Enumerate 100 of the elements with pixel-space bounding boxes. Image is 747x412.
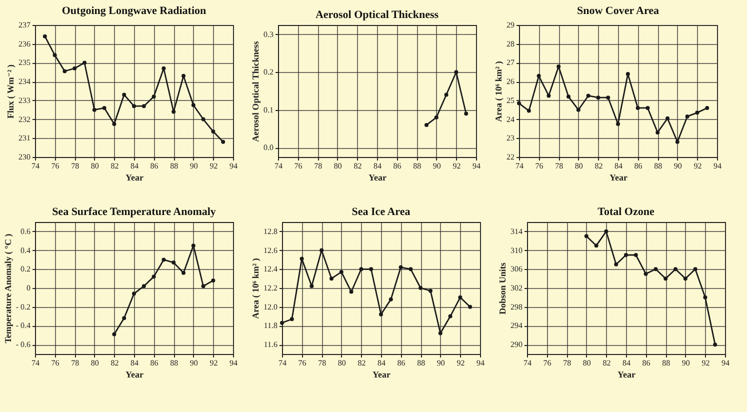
y-tick-label: 290 [510, 340, 522, 350]
x-tick-label: 78 [71, 162, 80, 170]
y-tick-label: 27 [506, 58, 514, 68]
x-tick-label: 94 [714, 162, 722, 170]
point [675, 140, 680, 144]
point [82, 60, 86, 65]
y-tick-label: 298 [510, 302, 522, 312]
x-tick-label: 84 [374, 162, 382, 170]
y-tick-label: 0.4 [20, 246, 30, 255]
point [666, 116, 670, 120]
point [172, 260, 176, 265]
point [685, 114, 690, 118]
x-tick-label: 92 [210, 162, 218, 170]
x-axis-title: Year [126, 172, 144, 182]
point [132, 104, 136, 108]
x-tick-label: 88 [654, 162, 662, 170]
x-tick-label: 82 [358, 358, 366, 368]
x-tick-label: 76 [543, 358, 552, 368]
point [398, 265, 403, 270]
x-tick-label: 94 [722, 358, 730, 368]
point [674, 267, 678, 272]
point [517, 101, 521, 106]
y-tick-label: 12.6 [264, 246, 278, 255]
x-tick-label: 84 [378, 358, 386, 368]
y-axis-title: Temperature Anomaly ( °C ) [2, 234, 13, 344]
y-tick-label: 25 [506, 96, 514, 105]
x-tick-label: 76 [51, 358, 60, 368]
x-tick-label: 94 [472, 162, 480, 170]
point [369, 267, 374, 272]
x-tick-label: 78 [314, 162, 322, 170]
point [536, 74, 541, 78]
y-tick-label: 12.0 [264, 302, 278, 312]
point [424, 122, 428, 127]
x-tick-label: 86 [150, 162, 158, 170]
x-tick-label: 76 [294, 162, 302, 170]
x-tick-label: 76 [535, 162, 544, 170]
point [448, 314, 452, 318]
point [584, 234, 588, 238]
y-axis-title: Area ( 10⁶ km² ) [250, 258, 260, 319]
x-tick-label: 90 [432, 162, 441, 170]
x-tick-label: 74 [516, 162, 524, 170]
point [142, 284, 146, 288]
y-axis-title: Flux ( Wm⁻² ) [6, 64, 16, 119]
point [162, 258, 166, 262]
point [72, 66, 77, 70]
point [112, 332, 116, 336]
point [359, 267, 364, 272]
x-axis-title: Year [126, 370, 144, 380]
y-tick-label: 0.3 [264, 30, 274, 39]
x-tick-label: 88 [413, 162, 422, 170]
point [454, 70, 458, 74]
point [546, 94, 551, 98]
point [644, 272, 648, 276]
point [713, 342, 718, 347]
y-tick-label: 0.1 [264, 105, 274, 114]
point [52, 53, 57, 58]
point [444, 92, 448, 97]
y-tick-label: - 0.4 [16, 321, 30, 330]
x-tick-label: 86 [642, 358, 650, 368]
chart-title: Sea Ice Area [352, 206, 411, 218]
point [458, 295, 462, 300]
x-tick-label: 86 [397, 358, 406, 368]
x-tick-label: 90 [190, 162, 198, 170]
y-tick-label: 230 [18, 152, 30, 162]
point [634, 253, 638, 257]
point [211, 130, 216, 134]
point [434, 115, 438, 120]
y-tick-label: 11.8 [264, 321, 278, 330]
point [705, 106, 710, 110]
x-tick-label: 90 [682, 358, 690, 368]
point [464, 112, 468, 116]
x-tick-label: 88 [170, 358, 178, 368]
x-axis-title: Year [618, 370, 636, 380]
x-tick-label: 74 [32, 162, 40, 170]
point [142, 104, 146, 108]
point [654, 267, 658, 272]
point [693, 267, 698, 272]
point [182, 270, 186, 275]
x-tick-label: 86 [634, 162, 642, 170]
x-tick-label: 82 [602, 358, 611, 368]
point [290, 317, 294, 322]
point [62, 69, 67, 74]
x-tick-label: 82 [354, 162, 362, 170]
y-tick-label: 294 [510, 321, 522, 330]
point [468, 304, 472, 309]
y-tick-label: 26 [506, 77, 514, 86]
x-tick-label: 78 [71, 358, 80, 368]
y-tick-label: 28 [506, 39, 514, 48]
point [526, 108, 531, 113]
x-tick-label: 80 [90, 162, 99, 170]
x-tick-label: 80 [338, 358, 346, 368]
y-tick-label: - 0.6 [16, 340, 30, 350]
y-axis-title: Aerosol Optical Thickness [250, 40, 260, 142]
point [201, 117, 206, 122]
x-tick-label: 90 [190, 358, 198, 368]
y-axis-title: Area ( 10⁶ km² ) [494, 61, 504, 122]
x-axis-title: Year [368, 172, 386, 182]
y-axis-title: Dobson Units [498, 262, 508, 314]
chart-title: Aerosol Optical Thickness [315, 9, 440, 21]
x-tick-label: 84 [130, 162, 138, 170]
